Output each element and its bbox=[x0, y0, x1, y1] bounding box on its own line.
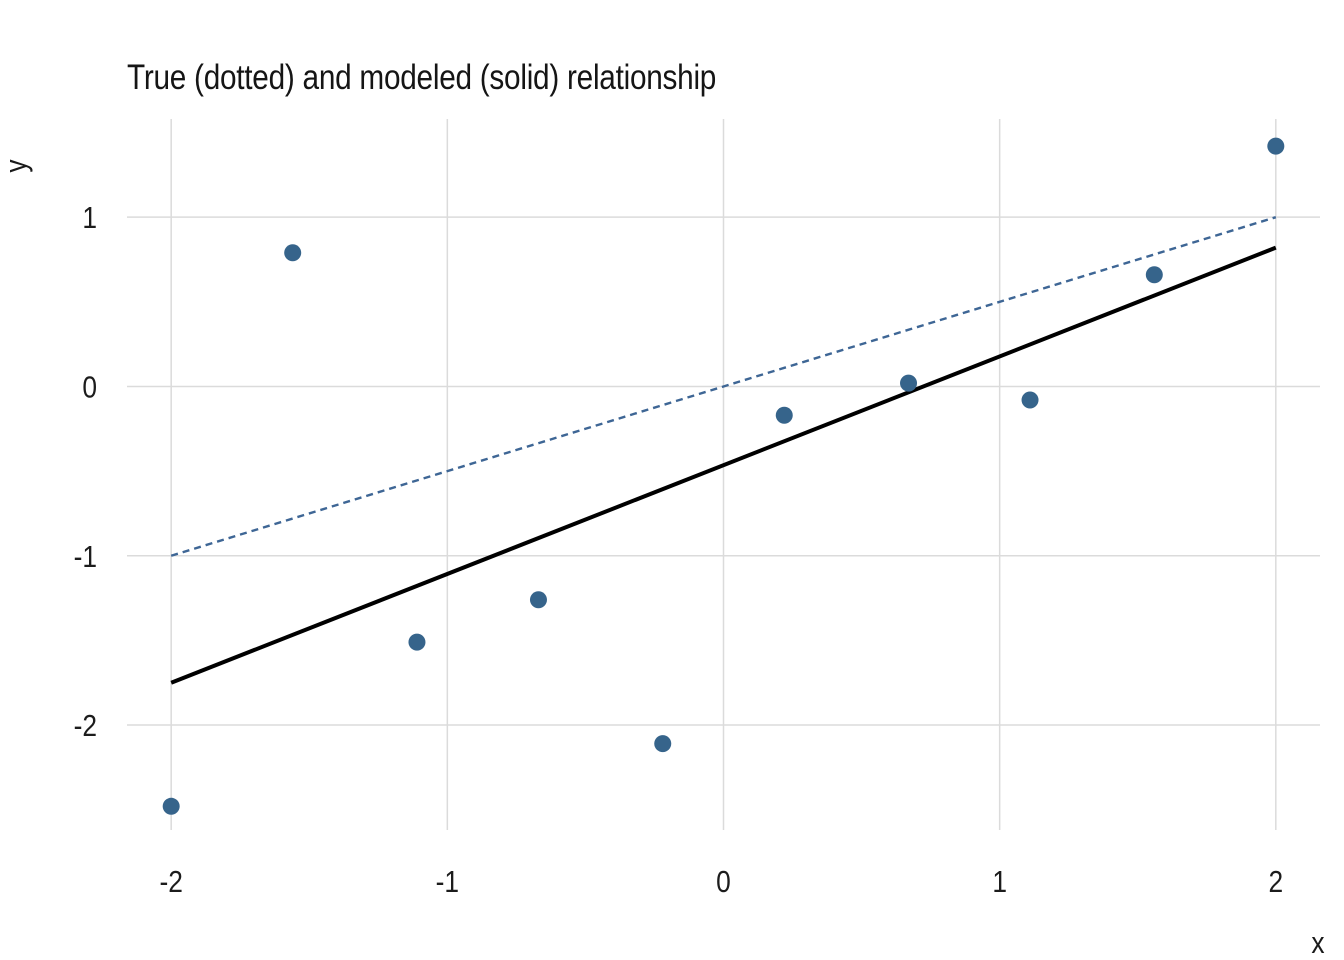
y-tick-label: -2 bbox=[74, 709, 97, 743]
x-tick-label: 2 bbox=[1268, 865, 1283, 899]
data-points bbox=[162, 137, 1285, 815]
data-point bbox=[775, 406, 793, 424]
x-tick-label: 0 bbox=[716, 865, 731, 899]
data-point bbox=[1021, 391, 1039, 409]
axis-tick-labels: -2 -1 0 1 2 1 0 -1 -2 bbox=[74, 201, 1284, 899]
chart-title: True (dotted) and modeled (solid) relati… bbox=[127, 58, 717, 97]
gridlines bbox=[127, 119, 1320, 830]
data-point bbox=[529, 591, 547, 609]
y-tick-label: 0 bbox=[82, 371, 97, 405]
relationship-lines bbox=[170, 216, 1277, 685]
data-point bbox=[162, 797, 180, 815]
data-point bbox=[408, 633, 426, 651]
data-point bbox=[284, 244, 302, 262]
data-point bbox=[1267, 137, 1285, 155]
modeled-relationship-line bbox=[170, 245, 1277, 685]
y-tick-label: -1 bbox=[74, 540, 97, 574]
data-point bbox=[900, 374, 918, 392]
x-tick-label: 1 bbox=[992, 865, 1007, 899]
data-point bbox=[1145, 266, 1163, 284]
y-tick-label: 1 bbox=[82, 201, 97, 235]
x-tick-label: -1 bbox=[436, 865, 459, 899]
data-point bbox=[654, 735, 672, 753]
x-axis-label: x bbox=[1310, 925, 1324, 960]
true-relationship-line bbox=[170, 216, 1277, 557]
x-tick-label: -2 bbox=[159, 865, 182, 899]
